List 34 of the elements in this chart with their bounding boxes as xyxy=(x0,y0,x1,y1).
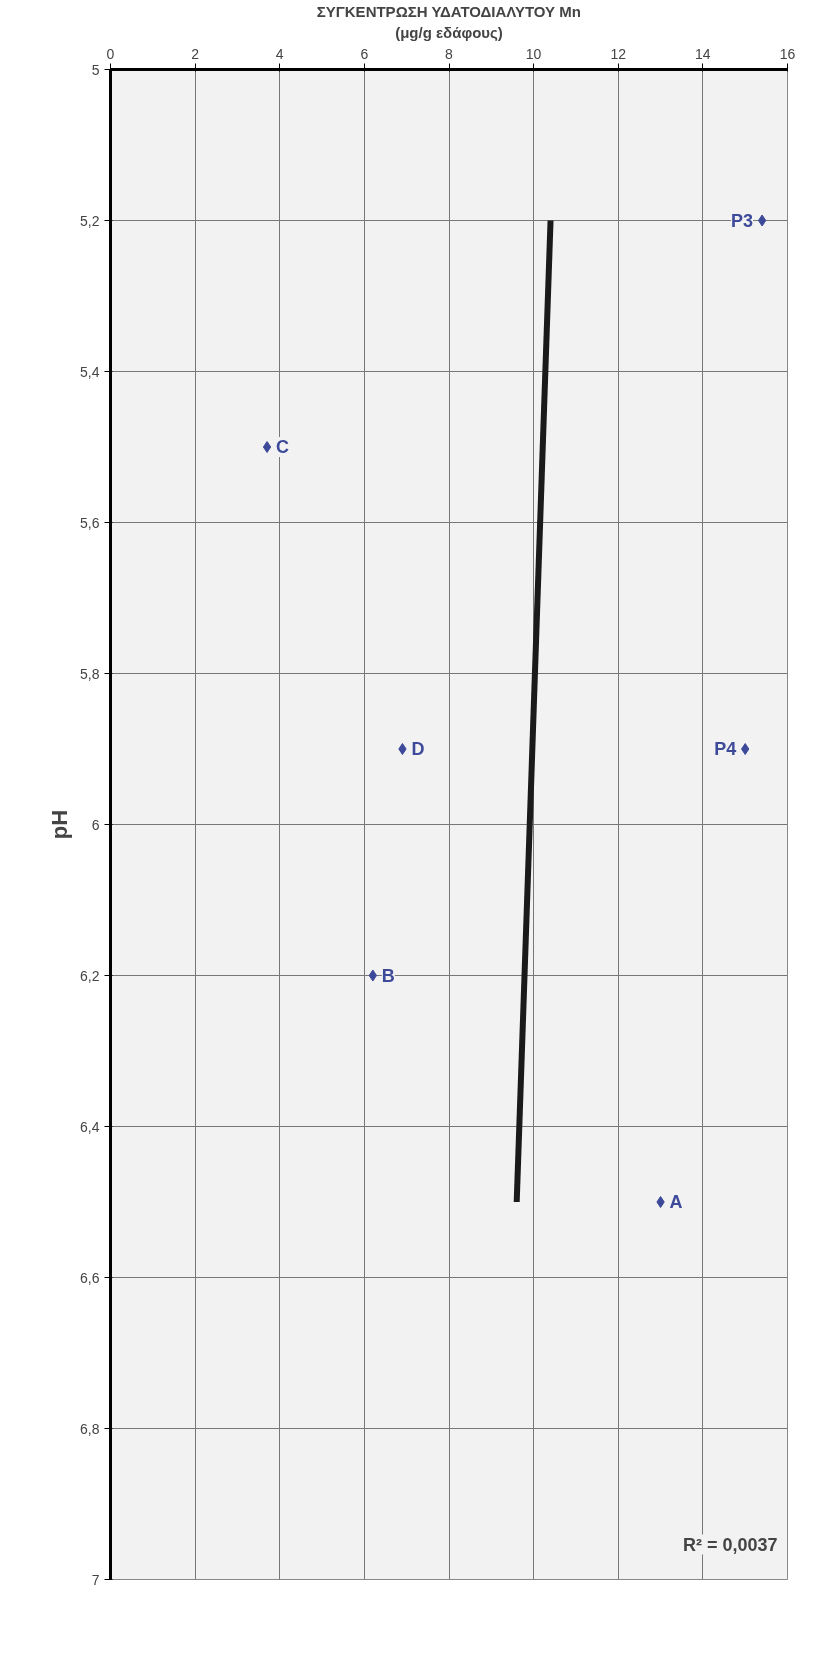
x-axis-title: ΣΥΓΚΕΝΤΡΩΣΗ ΥΔΑΤΟΔΙΑΛΥΤΟΥ Mn (μg/g εδάφους) xyxy=(316,3,581,41)
x-tick-label: 4 xyxy=(275,45,284,62)
point xyxy=(757,214,767,227)
y-axis-title: pH xyxy=(47,809,73,840)
x-tick-label: 8 xyxy=(445,45,454,62)
y-tick-label: 6,2 xyxy=(80,967,100,984)
y-tick-label: 7 xyxy=(91,1571,100,1588)
x-tick-label: 0 xyxy=(106,45,115,62)
point xyxy=(398,743,407,755)
annotation: P4 xyxy=(714,739,737,759)
x-tick-label: 10 xyxy=(525,45,542,62)
x-tick-label: 12 xyxy=(610,45,627,62)
y-tick-label: 5 xyxy=(91,61,100,78)
point xyxy=(262,441,272,453)
y-tick-label: 6,4 xyxy=(80,1118,100,1135)
annotation: R² = 0,0037 xyxy=(682,1534,778,1555)
point xyxy=(656,1196,665,1208)
x-tick-label: 2 xyxy=(191,45,200,62)
x-tick-label: 14 xyxy=(695,45,711,62)
y-tick-label: 6 xyxy=(91,816,100,833)
y-tick-label: 6,8 xyxy=(80,1420,100,1437)
annotation: C xyxy=(276,437,290,457)
y-tick-label: 5,8 xyxy=(80,665,100,682)
x-tick-label: 6 xyxy=(360,45,369,62)
point xyxy=(741,743,750,755)
annotation: B xyxy=(381,965,395,986)
annotation: A xyxy=(669,1192,683,1212)
y-tick-label: 5,4 xyxy=(80,363,100,380)
y-tick-label: 5,2 xyxy=(80,212,100,229)
y-tick-label: 6,6 xyxy=(80,1269,100,1286)
annotation: D xyxy=(411,739,425,759)
annotation: P3 xyxy=(731,210,754,231)
x-tick-label: 16 xyxy=(779,45,796,62)
y-tick-label: 5,6 xyxy=(80,514,100,531)
